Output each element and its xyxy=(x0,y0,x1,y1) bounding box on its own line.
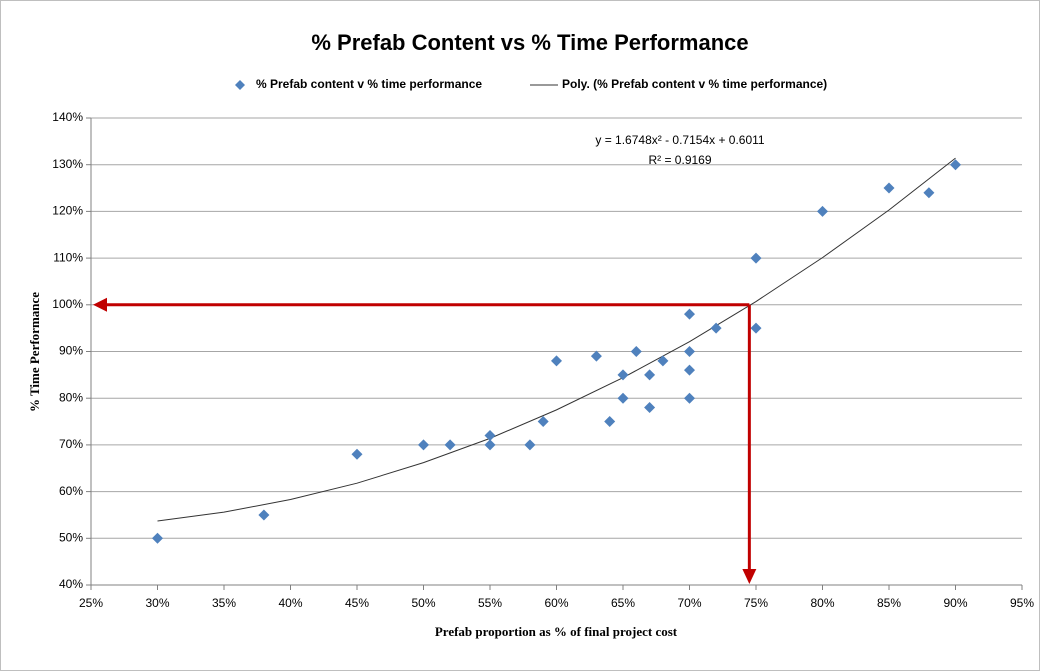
y-axis-label: % Time Performance xyxy=(27,292,42,412)
data-point xyxy=(418,439,429,451)
x-tick-label: 50% xyxy=(411,596,435,610)
x-tick-label: 25% xyxy=(79,596,103,610)
data-point xyxy=(684,392,695,404)
trend-equation: y = 1.6748x² - 0.7154x + 0.6011 xyxy=(595,133,765,147)
legend-marker xyxy=(235,80,245,90)
data-point xyxy=(750,252,762,264)
data-point xyxy=(617,392,629,404)
data-point xyxy=(351,448,363,460)
data-point xyxy=(604,416,616,428)
reference-arrowhead xyxy=(93,297,107,312)
data-point xyxy=(950,159,961,171)
y-tick-label: 80% xyxy=(59,390,83,404)
y-tick-label: 130% xyxy=(52,157,83,171)
data-point xyxy=(644,402,656,414)
data-point xyxy=(484,430,496,442)
x-tick-label: 65% xyxy=(611,596,635,610)
data-point xyxy=(551,355,562,367)
y-tick-label: 140% xyxy=(52,110,83,124)
x-tick-label: 55% xyxy=(478,596,502,610)
y-tick-label: 90% xyxy=(59,344,83,358)
data-point xyxy=(710,322,722,334)
data-point xyxy=(817,205,828,217)
chart-title: % Prefab Content vs % Time Performance xyxy=(311,30,748,55)
x-tick-label: 45% xyxy=(345,596,369,610)
data-point xyxy=(684,346,695,357)
x-tick-label: 75% xyxy=(744,596,768,610)
data-point xyxy=(152,532,163,544)
x-tick-label: 90% xyxy=(943,596,967,610)
x-tick-label: 70% xyxy=(677,596,701,610)
data-point xyxy=(524,439,536,451)
legend-label: Poly. (% Prefab content v % time perform… xyxy=(562,77,827,91)
y-tick-label: 110% xyxy=(53,250,83,264)
y-tick-label: 120% xyxy=(52,204,83,218)
data-point xyxy=(484,439,496,451)
y-tick-label: 70% xyxy=(59,437,83,451)
x-axis-label: Prefab proportion as % of final project … xyxy=(435,624,678,639)
data-point xyxy=(617,369,629,381)
data-point xyxy=(684,364,695,376)
data-point xyxy=(750,322,762,334)
y-tick-label: 100% xyxy=(52,297,83,311)
x-tick-label: 85% xyxy=(877,596,901,610)
x-tick-label: 30% xyxy=(145,596,169,610)
data-point xyxy=(258,509,270,521)
data-point xyxy=(883,182,895,194)
data-point xyxy=(444,439,456,451)
reference-arrowhead xyxy=(742,569,757,584)
data-point xyxy=(657,355,669,367)
x-tick-label: 95% xyxy=(1010,596,1034,610)
x-tick-label: 80% xyxy=(810,596,834,610)
legend-label: % Prefab content v % time performance xyxy=(256,77,482,91)
y-tick-label: 60% xyxy=(59,484,83,498)
data-point xyxy=(684,308,695,320)
x-tick-label: 35% xyxy=(212,596,236,610)
trendline xyxy=(157,157,956,522)
data-point xyxy=(537,416,549,428)
x-tick-label: 40% xyxy=(278,596,302,610)
trend-r-squared: R² = 0.9169 xyxy=(648,153,711,167)
y-tick-label: 40% xyxy=(59,577,83,591)
data-point xyxy=(923,187,935,199)
data-point xyxy=(644,369,656,381)
data-point xyxy=(590,350,602,362)
data-point xyxy=(630,346,642,357)
y-tick-label: 50% xyxy=(59,530,83,544)
x-tick-label: 60% xyxy=(544,596,568,610)
